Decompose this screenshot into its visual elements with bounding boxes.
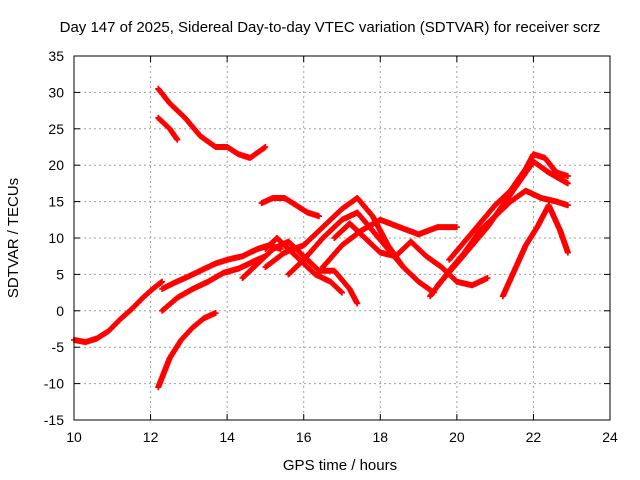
series-arc17 bbox=[499, 202, 571, 300]
series-arc3 bbox=[159, 253, 269, 314]
y-tick-label: 25 bbox=[48, 121, 64, 137]
x-tick-label: 20 bbox=[449, 429, 465, 445]
series-arc6 bbox=[155, 114, 181, 143]
series-markers bbox=[159, 253, 269, 314]
series-arc10 bbox=[262, 195, 407, 271]
y-tick-label: 15 bbox=[48, 194, 64, 210]
y-tick-label: 5 bbox=[56, 266, 64, 282]
series-arc16 bbox=[446, 151, 571, 263]
x-tick-label: 14 bbox=[219, 429, 235, 445]
series-arc15 bbox=[434, 158, 571, 289]
y-tick-label: 0 bbox=[56, 303, 64, 319]
series-markers bbox=[285, 209, 437, 296]
y-tick-label: 35 bbox=[48, 48, 64, 64]
x-tick-label: 10 bbox=[66, 429, 82, 445]
x-tick-label: 16 bbox=[296, 429, 312, 445]
series-markers bbox=[434, 158, 571, 289]
series-markers bbox=[155, 114, 181, 143]
x-tick-label: 12 bbox=[143, 429, 159, 445]
series-arc13 bbox=[331, 220, 491, 289]
grid-lines bbox=[74, 56, 610, 420]
series-arc11 bbox=[285, 209, 437, 296]
series-markers bbox=[331, 220, 491, 289]
chart-title: Day 147 of 2025, Sidereal Day-to-day VTE… bbox=[60, 19, 601, 36]
series-markers bbox=[155, 85, 269, 161]
series-markers bbox=[262, 195, 407, 271]
series-arc4 bbox=[155, 310, 219, 391]
y-tick-label: 20 bbox=[48, 157, 64, 173]
y-tick-label: -15 bbox=[44, 412, 64, 428]
x-tick-label: 24 bbox=[602, 429, 618, 445]
y-axis-title: SDTVAR / TECUs bbox=[5, 178, 22, 298]
x-axis-title: GPS time / hours bbox=[283, 457, 397, 474]
series-arc5 bbox=[155, 85, 269, 161]
y-tick-label: 30 bbox=[48, 84, 64, 100]
y-tick-label: -5 bbox=[52, 339, 65, 355]
x-tick-label: 22 bbox=[526, 429, 542, 445]
series-markers bbox=[155, 310, 219, 391]
series-markers bbox=[446, 151, 571, 263]
series-arc7 bbox=[258, 195, 322, 220]
axis-ticks: 10 12 14 16 18 20 22 24 -15 -10 -5 0 5 10 15 20 25 30 35 bbox=[44, 48, 618, 445]
series-markers bbox=[499, 202, 571, 300]
data-series-group bbox=[71, 85, 571, 391]
y-tick-label: -10 bbox=[44, 376, 64, 392]
x-tick-label: 18 bbox=[372, 429, 388, 445]
series-markers bbox=[258, 195, 322, 220]
y-tick-label: 10 bbox=[48, 230, 64, 246]
